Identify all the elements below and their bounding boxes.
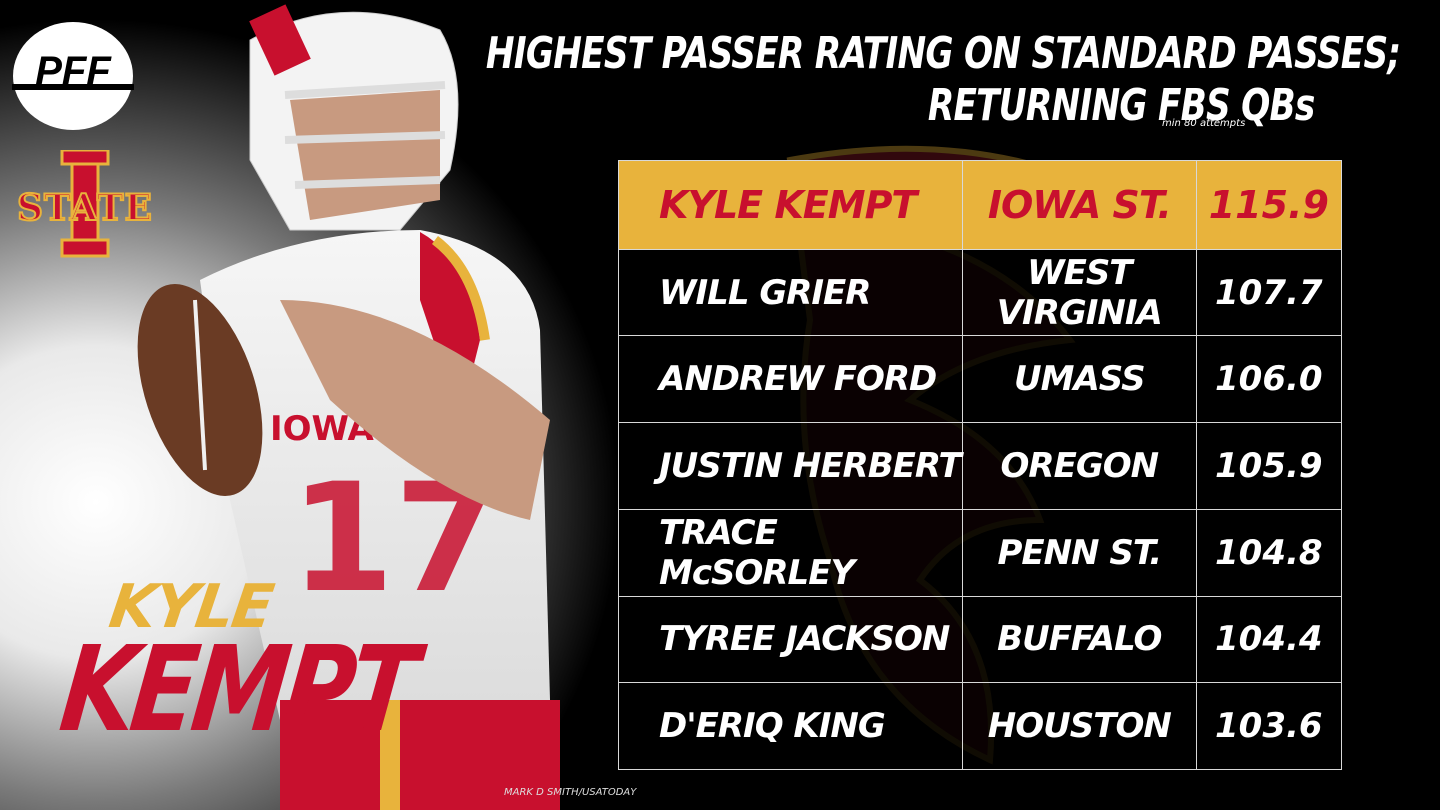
passer-rating-cell: 105.9 [1195, 422, 1343, 510]
table-row: ANDREW FORD UMASS 106.0 [617, 335, 1343, 424]
table-row: TYREE JACKSON BUFFALO 104.4 [617, 595, 1343, 684]
player-photo: IOWA STATE 17 [137, 4, 560, 810]
team-cell: UMASS [962, 335, 1197, 424]
team-cell: OREGON [962, 422, 1197, 510]
hero-last-name: KEMPT [54, 620, 420, 758]
table-row-highlighted: KYLE KEMPT IOWA ST. 115.9 [617, 160, 1343, 250]
player-name-cell: TRACE McSORLEY [617, 508, 964, 597]
table-row: JUSTIN HERBERT OREGON 105.9 [617, 422, 1343, 510]
team-cell: HOUSTON [962, 682, 1197, 770]
table-row: WILL GRIER WEST VIRGINIA 107.7 [617, 248, 1343, 337]
iowa-state-logo: STATE [16, 150, 153, 258]
player-name-cell: D'ERIQ KING [617, 682, 964, 770]
passer-rating-cell: 106.0 [1195, 335, 1343, 424]
table-row: TRACE McSORLEY PENN ST. 104.8 [617, 508, 1343, 597]
passer-rating-cell: 104.4 [1195, 595, 1343, 684]
pff-logo: PFF [12, 22, 134, 130]
pff-logo-text: PFF [35, 49, 112, 93]
player-name-cell: WILL GRIER [617, 248, 964, 337]
title-line-1: HIGHEST PASSER RATING ON STANDARD PASSES… [485, 28, 1401, 79]
title-line-2: RETURNING FBS QBs [927, 80, 1315, 131]
passer-rating-table: KYLE KEMPT IOWA ST. 115.9 WILL GRIER WEST VI… [617, 160, 1343, 770]
passer-rating-cell: 115.9 [1195, 160, 1343, 250]
player-name-cell: ANDREW FORD [617, 335, 964, 424]
team-cell: IOWA ST. [962, 160, 1197, 250]
table-row: D'ERIQ KING HOUSTON 103.6 [617, 682, 1343, 770]
player-name-cell: KYLE KEMPT [617, 160, 964, 250]
passer-rating-cell: 103.6 [1195, 682, 1343, 770]
passer-rating-cell: 104.8 [1195, 508, 1343, 597]
iowa-state-logo-text: STATE [17, 187, 153, 229]
min-attempts-note: min 80 attempts [1162, 118, 1246, 129]
photo-credit: MARK D SMITH/USATODAY [504, 787, 637, 798]
player-name-cell: JUSTIN HERBERT [617, 422, 964, 510]
team-cell: WEST VIRGINIA [962, 248, 1197, 337]
team-cell: PENN ST. [962, 508, 1197, 597]
team-cell: BUFFALO [962, 595, 1197, 684]
player-name-cell: TYREE JACKSON [617, 595, 964, 684]
chart-title: HIGHEST PASSER RATING ON STANDARD PASSES… [485, 28, 1401, 132]
passer-rating-cell: 107.7 [1195, 248, 1343, 337]
